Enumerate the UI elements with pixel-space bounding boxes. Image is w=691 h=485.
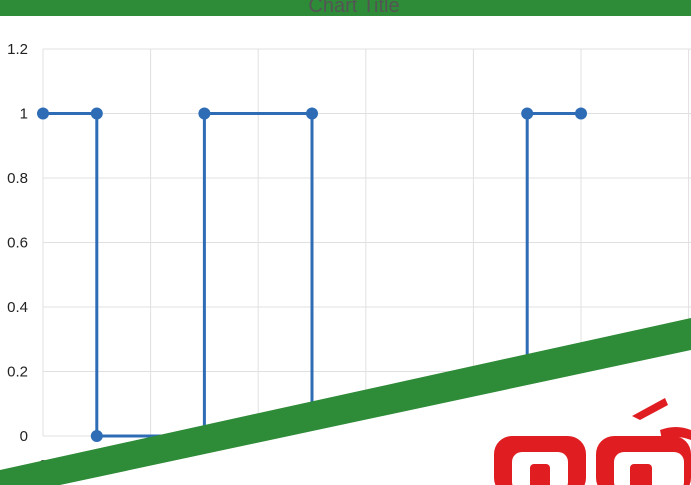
y-tick-label: 0 (20, 428, 28, 445)
data-point (521, 430, 534, 442)
data-point (306, 430, 318, 442)
data-point (90, 107, 103, 120)
y-tick-label: 0.4 (7, 299, 28, 316)
frame-top (0, 0, 691, 16)
y-tick-label: 0.6 (7, 235, 28, 252)
chart-title: Chart Title (308, 0, 399, 17)
data-point (198, 430, 211, 442)
data-point (306, 107, 318, 120)
data-point (37, 107, 49, 120)
y-tick-label: 0.2 (7, 364, 28, 381)
x-tick-labels: 0 (39, 457, 47, 474)
data-point (90, 430, 103, 442)
y-tick-label: 1 (20, 106, 28, 123)
data-point (198, 107, 211, 120)
series-line (43, 112, 581, 438)
data-point (575, 107, 587, 120)
y-tick-label: 0.8 (7, 170, 28, 187)
y-tick-label: 1.2 (7, 41, 28, 58)
x-tick-label: 0 (39, 457, 47, 474)
data-point (521, 107, 534, 120)
